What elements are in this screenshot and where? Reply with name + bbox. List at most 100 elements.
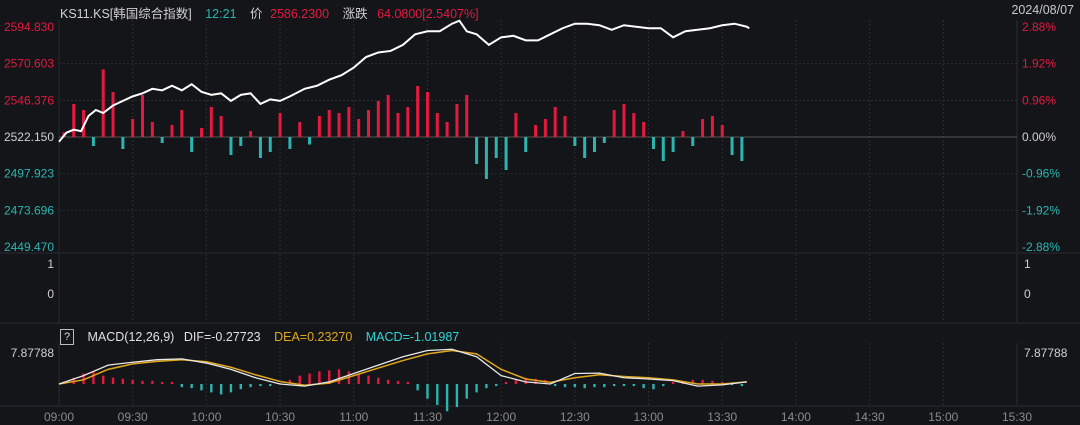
macd-hist-bar [160, 381, 164, 384]
flow-bar [101, 69, 105, 137]
percent-tick: 1.92% [1022, 57, 1056, 71]
price-tick: 2594.830 [4, 20, 54, 34]
flow-bar [209, 107, 213, 137]
flow-bar [317, 116, 321, 137]
flow-bar [475, 137, 479, 164]
time-tick: 15:00 [928, 410, 958, 424]
time-tick: 14:00 [781, 410, 811, 424]
macd-hist-bar [396, 380, 400, 384]
time-tick: 10:00 [191, 410, 221, 424]
macd-hist-bar [603, 384, 606, 388]
macd-hist-bar [622, 384, 626, 387]
flow-bar [661, 137, 665, 161]
macd-hist-bar [406, 381, 410, 384]
flow-bar [170, 125, 174, 137]
flow-bar [347, 107, 351, 137]
flow-bar [367, 110, 371, 137]
flow-bar [524, 137, 528, 152]
flow-bar [514, 113, 518, 137]
time-tick: 13:00 [634, 410, 664, 424]
time-tick: 12:00 [486, 410, 516, 424]
flow-bar [455, 104, 459, 137]
flow-bar [602, 137, 606, 143]
time-tick: 14:30 [855, 410, 885, 424]
flow-bar [406, 107, 410, 137]
dea-line [58, 349, 747, 387]
flow-bar [268, 137, 272, 152]
flow-bar [583, 137, 587, 158]
flow-bar [111, 92, 115, 137]
flow-bar [435, 113, 439, 137]
flow-bar [190, 137, 194, 152]
macd-hist-bar [200, 384, 203, 391]
macd-hist-bar [151, 380, 154, 384]
macd-hist-bar [82, 373, 85, 384]
flow-bar [308, 137, 312, 145]
time-tick: 15:30 [1002, 410, 1032, 424]
price-tick: 2497.923 [4, 167, 54, 181]
macd-hist-bar [730, 384, 734, 386]
macd-hist-bar [298, 375, 301, 384]
macd-hist-bar [269, 384, 272, 387]
macd-hist-bar [219, 384, 223, 395]
flow-bar [416, 86, 420, 137]
macd-hist-bar [386, 379, 390, 384]
flow-bar [150, 122, 154, 137]
flow-bar [651, 137, 655, 149]
macd-tick-right: 7.87788 [1024, 346, 1068, 360]
macd-hist-bar [534, 378, 537, 384]
macd-hist-bar [691, 379, 694, 384]
flow-bar [327, 110, 331, 137]
time-tick: 11:00 [339, 410, 368, 424]
macd-legend: ? MACD(12,26,9) DIF=-0.27723 DEA=0.23270… [60, 329, 469, 345]
percent-tick: -1.92% [1022, 203, 1060, 217]
macd-hist-bar [318, 371, 321, 384]
percent-tick: 0.96% [1022, 93, 1056, 107]
macd-hist-bar [475, 384, 478, 393]
macd-hist-bar [367, 375, 370, 384]
macd-hist-bar [337, 369, 341, 384]
price-tick: 2570.603 [4, 57, 54, 71]
percent-tick: 0.00% [1022, 130, 1056, 144]
macd-hist-bar [573, 384, 577, 388]
macd-tick: 7.87788 [11, 346, 55, 360]
macd-hist-bar [652, 384, 655, 390]
macd-hist-bar [711, 380, 714, 384]
flow-bar [484, 137, 488, 179]
macd-hist-bar [259, 384, 262, 387]
macd-hist-bar [288, 379, 292, 384]
macd-hist-bar [662, 384, 665, 387]
flow-bar [710, 116, 714, 137]
macd-hist-bar [504, 381, 508, 384]
flow-bar [504, 137, 508, 170]
flow-bar [357, 119, 361, 137]
macd-hist-bar [111, 377, 115, 384]
flow-bar [701, 119, 705, 137]
flow-bar [199, 128, 203, 137]
flow-bar [396, 113, 400, 137]
flow-bar [573, 137, 577, 146]
help-button[interactable]: ? [60, 329, 74, 345]
flow-bar [465, 95, 469, 137]
flow-bar [691, 137, 695, 146]
macd-hist-bar [721, 381, 724, 384]
price-tick: 2449.470 [4, 240, 54, 254]
flow-bar [563, 116, 567, 137]
change-value: 64.0800[2.5407%] [377, 7, 479, 21]
dea-legend: DEA=0.23270 [274, 330, 353, 344]
macd-hist-bar [308, 373, 311, 384]
price-tick: 2522.150 [4, 130, 54, 144]
macd-hist-bar [426, 384, 429, 399]
macd-hist-bar [102, 375, 105, 384]
macd-hist-bar [642, 384, 645, 389]
flow-bar [425, 92, 429, 137]
flow-bar [494, 137, 498, 158]
flow-bar [445, 122, 449, 137]
macd-hist-bar [445, 384, 449, 412]
quote-time: 12:21 [205, 7, 237, 21]
flow-bar [180, 110, 184, 137]
macd-hist-bar [141, 380, 144, 384]
chart-header: KS11.KS[韩国综合指数] 12:21 价 2586.2300 涨跌 64.… [60, 3, 489, 22]
macd-hist-bar [485, 384, 488, 389]
